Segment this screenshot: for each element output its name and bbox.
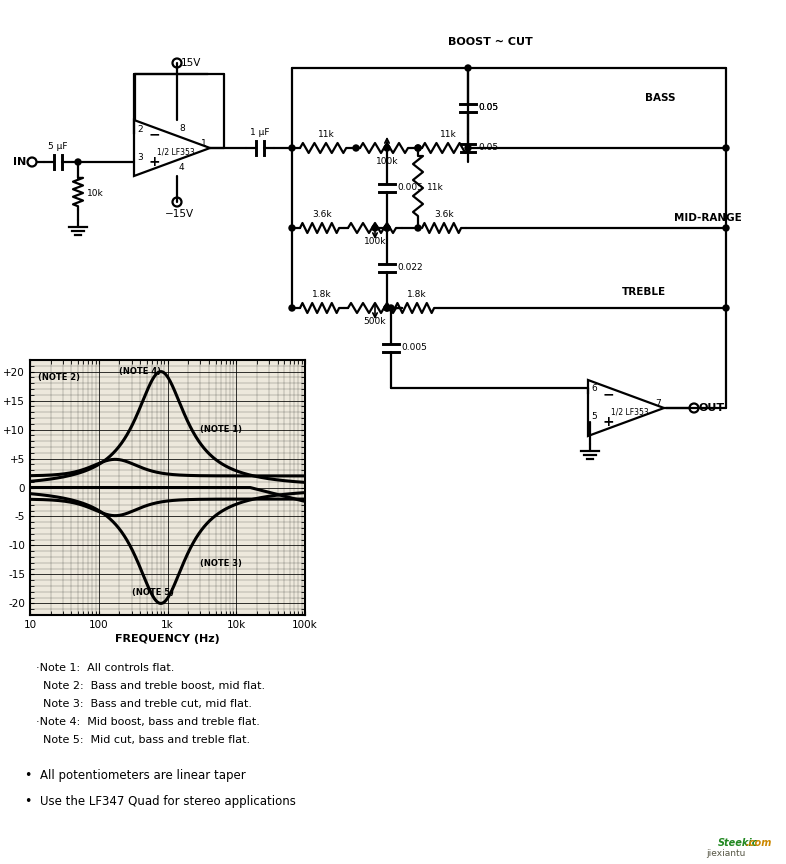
Circle shape xyxy=(384,145,390,151)
Text: ·Note 1:  All controls flat.: ·Note 1: All controls flat. xyxy=(36,663,174,673)
Circle shape xyxy=(353,145,359,151)
Text: 3.6k: 3.6k xyxy=(434,210,454,219)
Text: 11k: 11k xyxy=(318,130,334,139)
Text: (NOTE 5): (NOTE 5) xyxy=(131,588,174,597)
Text: 7: 7 xyxy=(656,399,661,408)
Circle shape xyxy=(415,225,421,231)
Circle shape xyxy=(415,145,421,151)
Text: Note 2:  Bass and treble boost, mid flat.: Note 2: Bass and treble boost, mid flat. xyxy=(36,681,265,691)
Text: (NOTE 4): (NOTE 4) xyxy=(119,367,161,377)
Circle shape xyxy=(723,225,729,231)
Text: Note 3:  Bass and treble cut, mid flat.: Note 3: Bass and treble cut, mid flat. xyxy=(36,699,252,709)
Text: OUT: OUT xyxy=(699,403,725,413)
Text: All potentiometers are linear taper: All potentiometers are linear taper xyxy=(40,768,246,782)
Text: BASS: BASS xyxy=(645,93,675,103)
Text: 1 μF: 1 μF xyxy=(250,128,270,137)
Text: 500k: 500k xyxy=(364,317,386,326)
Text: 1/2 LF353: 1/2 LF353 xyxy=(157,148,195,156)
Text: 100k: 100k xyxy=(376,157,399,166)
Text: −: − xyxy=(602,387,614,401)
Text: 8: 8 xyxy=(179,124,185,133)
Text: 5 μF: 5 μF xyxy=(48,142,68,151)
Text: TREBLE: TREBLE xyxy=(622,287,666,297)
Circle shape xyxy=(384,225,390,231)
Text: 0.022: 0.022 xyxy=(397,264,423,272)
Text: +: + xyxy=(149,155,160,169)
Circle shape xyxy=(372,225,378,231)
Text: 2: 2 xyxy=(137,125,142,134)
Text: BOOST ~ CUT: BOOST ~ CUT xyxy=(447,37,532,47)
Text: MID-RANGE: MID-RANGE xyxy=(674,213,742,223)
Text: 1/2 LF353: 1/2 LF353 xyxy=(612,408,649,416)
Text: +: + xyxy=(602,415,614,429)
Circle shape xyxy=(465,65,471,71)
Circle shape xyxy=(415,145,421,151)
Circle shape xyxy=(723,305,729,311)
Text: (NOTE 1): (NOTE 1) xyxy=(200,425,242,435)
Text: jiexiantu: jiexiantu xyxy=(707,849,746,859)
Text: 0.05: 0.05 xyxy=(478,104,498,112)
Text: •: • xyxy=(24,795,31,808)
Text: 0.05: 0.05 xyxy=(478,104,498,112)
Circle shape xyxy=(289,145,295,151)
Text: Use the LF347 Quad for stereo applications: Use the LF347 Quad for stereo applicatio… xyxy=(40,795,296,808)
Text: ·Note 4:  Mid boost, bass and treble flat.: ·Note 4: Mid boost, bass and treble flat… xyxy=(36,717,260,727)
Text: •: • xyxy=(24,768,31,782)
Circle shape xyxy=(384,305,390,311)
Circle shape xyxy=(289,305,295,311)
Text: 15V: 15V xyxy=(181,58,201,68)
Text: 3: 3 xyxy=(137,153,143,162)
Circle shape xyxy=(384,305,390,311)
Text: 0.005: 0.005 xyxy=(397,183,423,193)
Text: Steekic: Steekic xyxy=(718,838,758,848)
Circle shape xyxy=(388,305,394,311)
Text: 6: 6 xyxy=(591,384,597,393)
Text: IN: IN xyxy=(13,157,27,167)
Text: 1.8k: 1.8k xyxy=(312,290,332,299)
Text: (NOTE 3): (NOTE 3) xyxy=(200,559,242,568)
Text: .com: .com xyxy=(746,838,773,848)
Circle shape xyxy=(723,145,729,151)
Text: 3.6k: 3.6k xyxy=(312,210,332,219)
Text: 0.05: 0.05 xyxy=(478,143,498,153)
Circle shape xyxy=(75,159,81,165)
Text: 11k: 11k xyxy=(427,183,444,193)
Circle shape xyxy=(384,225,390,231)
Text: 11k: 11k xyxy=(439,130,457,139)
Text: −15V: −15V xyxy=(164,209,193,219)
Text: 1.8k: 1.8k xyxy=(407,290,427,299)
Text: 100k: 100k xyxy=(364,237,386,246)
Text: −: − xyxy=(149,127,160,141)
Circle shape xyxy=(289,225,295,231)
Text: 0.005: 0.005 xyxy=(401,344,427,353)
X-axis label: FREQUENCY (Hz): FREQUENCY (Hz) xyxy=(115,634,220,644)
Text: 5: 5 xyxy=(591,412,597,421)
Text: Note 5:  Mid cut, bass and treble flat.: Note 5: Mid cut, bass and treble flat. xyxy=(36,735,250,745)
Text: 4: 4 xyxy=(179,163,185,172)
Circle shape xyxy=(465,145,471,151)
Text: (NOTE 2): (NOTE 2) xyxy=(38,373,80,382)
Text: 10k: 10k xyxy=(87,188,104,198)
Text: 1: 1 xyxy=(201,139,207,148)
